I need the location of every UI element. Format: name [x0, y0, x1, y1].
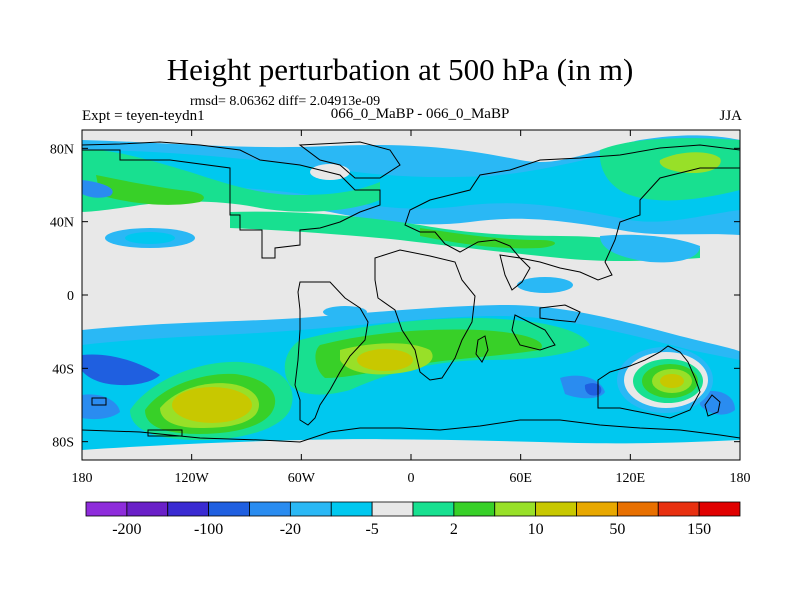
- contour-cold-nh-pacific-core: [125, 232, 175, 244]
- coastline-north-america: [82, 141, 381, 259]
- colorbar-swatch: [85, 501, 128, 517]
- y-tick-label: 40S: [52, 362, 74, 377]
- contour-band-asia-lightgreen: [420, 228, 555, 249]
- contour-sh-warm-core-atlantic: [357, 349, 413, 371]
- y-tick-label: 0: [67, 289, 74, 304]
- contour-band-sh-blue-east: [700, 390, 735, 415]
- y-axis: 80N 40N 0 40S 80S: [50, 142, 740, 451]
- colorbar: -200 -100 -20 -5 2 10 50 150: [85, 501, 741, 538]
- coastline-australia: [597, 345, 701, 419]
- x-tick-label: 0: [408, 471, 415, 486]
- contour-small-pacific-patch: [517, 277, 573, 293]
- contour-band-nh-inner: [82, 150, 740, 222]
- contour-band-sh-deep-blue-left: [82, 354, 160, 386]
- stats-text: rmsd= 8.06362 diff= 2.04913e-09: [190, 94, 381, 109]
- y-tick-label: 40N: [50, 216, 74, 231]
- colorbar-label: 50: [609, 521, 625, 538]
- x-tick-label: 60W: [288, 471, 316, 486]
- coastlines: [82, 141, 740, 443]
- coastline-eurasia: [404, 144, 740, 281]
- colorbar-swatch: [494, 501, 537, 517]
- coastline-new-zealand: [704, 394, 721, 417]
- x-tick-label: 120E: [616, 471, 646, 486]
- colorbar-swatch: [453, 501, 496, 517]
- experiment-label: Expt = teyen-teydn1: [82, 108, 205, 124]
- colorbar-swatch: [535, 501, 577, 517]
- colorbar-label: 150: [687, 521, 711, 538]
- colorbar-swatch: [616, 501, 659, 517]
- coastline-indonesia: [539, 304, 581, 323]
- x-tick-label: 180: [730, 471, 751, 486]
- colorbar-swatch: [698, 501, 741, 517]
- colorbar-label: -200: [112, 521, 141, 538]
- colorbar-label: 2: [450, 521, 458, 538]
- colorbar-label: -100: [194, 521, 223, 538]
- colorbar-swatch: [371, 501, 414, 517]
- contour-band-sh-deepblue-sp: [584, 383, 602, 396]
- colorbar-swatch: [126, 501, 169, 517]
- colorbar-swatch: [167, 501, 210, 517]
- contour-ring-core: [660, 374, 684, 388]
- colorbar-swatch: [208, 501, 250, 517]
- plot-title: Height perturbation at 500 hPa (in m): [166, 52, 634, 87]
- colorbar-label: -5: [365, 521, 378, 538]
- coastline-small-island: [147, 429, 183, 437]
- x-tick-label: 60E: [509, 471, 532, 486]
- colorbar-swatch: [576, 501, 618, 517]
- colorbar-swatch: [412, 501, 455, 517]
- colorbar-swatch: [289, 501, 332, 517]
- coastline-maritime: [511, 314, 556, 351]
- coastline-india: [499, 254, 531, 291]
- y-tick-label: 80S: [52, 436, 74, 451]
- y-tick-label: 80N: [50, 142, 74, 157]
- coastline-antarctica: [82, 419, 740, 443]
- colorbar-swatch: [657, 501, 700, 517]
- contour-sh-warm-core-pacific: [172, 387, 252, 423]
- comparison-label: 066_0_MaBP - 066_0_MaBP: [330, 106, 510, 122]
- contour-field: [82, 135, 740, 460]
- coastline-small-island-2: [91, 397, 107, 406]
- contour-antarctic-white: [82, 439, 740, 460]
- contour-band-nh-low-teal: [600, 234, 700, 263]
- coastline-south-america: [294, 281, 369, 426]
- x-axis: 180 120W 60W 0 60E 120E 180: [72, 130, 751, 486]
- x-tick-label: 120W: [175, 471, 210, 486]
- colorbar-label: 10: [528, 521, 544, 538]
- colorbar-label: -20: [280, 521, 301, 538]
- contour-band-nh-blue-left: [82, 180, 113, 198]
- x-tick-label: 180: [72, 471, 93, 486]
- season-label: JJA: [719, 108, 742, 124]
- colorbar-swatch: [249, 501, 291, 517]
- colorbar-swatch: [330, 501, 373, 517]
- coastline-madagascar: [475, 335, 489, 363]
- contour-band-nh-green2: [96, 175, 204, 205]
- coastline-greenland: [298, 141, 401, 179]
- coastline-africa: [374, 249, 476, 381]
